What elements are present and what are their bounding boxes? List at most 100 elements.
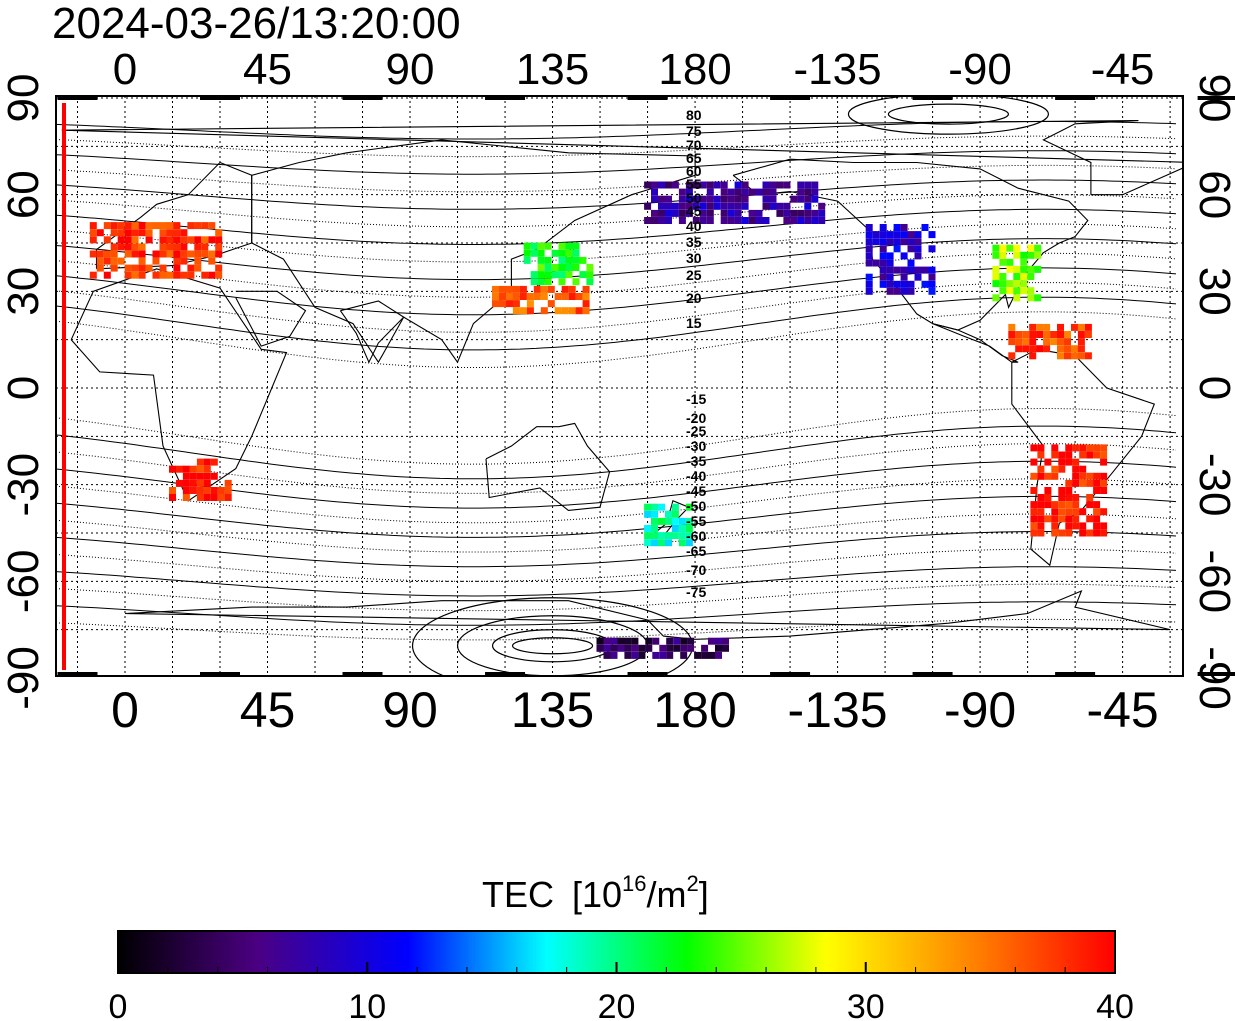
tec-cell <box>544 271 552 279</box>
tec-cell <box>879 266 887 274</box>
tec-cell <box>741 195 749 203</box>
contour-line <box>56 601 1177 626</box>
tec-cell <box>617 644 625 652</box>
bottom-lon-tick-label: -90 <box>944 682 1016 738</box>
timestamp: 2024-03-26/13:20:00 <box>52 0 461 48</box>
tec-cell <box>610 637 618 645</box>
tec-cell <box>741 217 749 224</box>
tec-cell <box>194 222 202 230</box>
tec-cell <box>992 251 1000 259</box>
tec-cell <box>872 238 880 246</box>
bottom-lon-tick-label: 45 <box>240 682 296 738</box>
tec-cell <box>176 465 183 473</box>
tec-cell <box>762 202 770 210</box>
tec-cell <box>1037 522 1045 530</box>
tec-cell <box>727 202 735 210</box>
tec-cell <box>706 181 714 189</box>
right-lat-tick-label: 90 <box>1190 74 1235 123</box>
tec-cell <box>586 264 594 271</box>
tec-cell <box>159 236 167 244</box>
contour-label: 80 <box>686 107 702 123</box>
tec-cell <box>586 271 594 279</box>
tec-cell <box>551 249 559 257</box>
tec-cell <box>1030 444 1038 452</box>
tec-cell <box>180 243 188 251</box>
tec-cell <box>678 517 686 525</box>
tec-cell <box>194 243 202 251</box>
tec-cell <box>1065 522 1073 530</box>
tec-cell <box>537 256 545 264</box>
tec-cell <box>900 287 908 295</box>
tec-cell <box>568 293 576 300</box>
tec-cell <box>159 243 167 251</box>
tec-cell <box>1100 472 1108 480</box>
tec-cell <box>1037 472 1045 480</box>
tec-cell <box>1084 323 1092 331</box>
tec-cell <box>762 181 770 189</box>
top-lon-tick-label: 135 <box>516 45 589 94</box>
tec-cell <box>579 271 587 279</box>
tec-cell <box>530 249 538 257</box>
tec-cell <box>159 264 167 272</box>
tec-cell <box>182 487 190 494</box>
contour-label: -30 <box>686 438 706 454</box>
contour-label: -20 <box>686 410 706 426</box>
tec-cell <box>992 294 1000 302</box>
tec-cell <box>1065 529 1073 537</box>
tec-cell <box>196 465 204 473</box>
tec-cell <box>1030 522 1038 530</box>
tec-cell <box>879 280 887 288</box>
tec-cell <box>554 307 562 315</box>
tec-cell <box>572 242 580 250</box>
tec-cell <box>706 188 714 196</box>
coastline-antarctica <box>124 589 1171 640</box>
tec-cell <box>658 202 665 210</box>
contour-label: -65 <box>686 543 706 559</box>
left-lat-tick-label: -60 <box>0 550 48 614</box>
top-lon-tick-label: -90 <box>948 45 1012 94</box>
contour-label: 25 <box>686 267 702 283</box>
tec-cell <box>865 252 873 260</box>
tec-cell <box>708 637 715 645</box>
tec-cell <box>103 257 111 265</box>
tec-cell <box>565 264 573 271</box>
tec-cell <box>651 188 658 196</box>
tec-cell <box>1006 258 1014 266</box>
tec-cell <box>811 195 819 203</box>
tec-cell <box>680 637 688 645</box>
tec-cell <box>575 293 583 300</box>
tec-cell <box>783 209 791 217</box>
tec-cell <box>658 517 665 525</box>
top-lon-tick-label: -45 <box>1091 45 1155 94</box>
tec-cell <box>596 644 604 652</box>
tec-cell <box>713 202 721 210</box>
tec-cell <box>547 285 555 293</box>
tec-cell <box>603 644 611 652</box>
tec-cell <box>603 651 611 659</box>
tec-cell <box>561 307 569 315</box>
tec-cell <box>1044 458 1052 466</box>
tec-cell <box>565 242 573 250</box>
contour-label: -60 <box>686 528 706 544</box>
coastline-central-america <box>932 323 1019 363</box>
tec-cell <box>152 250 160 258</box>
contour-label: 65 <box>686 150 702 166</box>
tec-cell <box>180 271 188 279</box>
tec-cell <box>727 188 735 196</box>
colorbar-ticks: 0 10 20 30 40 <box>109 962 1134 1021</box>
tec-cell <box>741 188 749 196</box>
tec-cell <box>865 287 873 295</box>
tec-cell <box>1008 331 1016 338</box>
tec-cell <box>680 651 688 659</box>
tec-cell <box>992 273 1000 280</box>
tec-cell <box>1093 501 1101 509</box>
tec-cell <box>544 242 552 250</box>
tec-cell <box>551 271 559 279</box>
tec-cell <box>652 651 660 659</box>
tec-cell <box>1029 352 1037 360</box>
tec-cell <box>769 202 777 210</box>
tec-cell <box>914 252 922 260</box>
tec-cell <box>687 637 695 645</box>
tec-cell <box>722 644 729 652</box>
